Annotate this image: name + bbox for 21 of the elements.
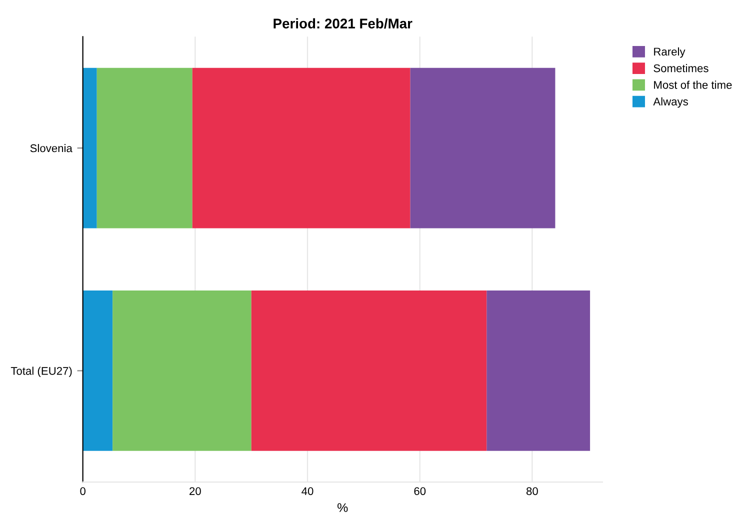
x-tick-label: 60 [414,487,426,496]
x-tick-label: 0 [80,487,86,496]
y-tick-label: Slovenia [30,144,72,152]
legend-label: Most of the time [654,80,732,89]
bar [112,290,252,451]
x-tick-label: 40 [302,487,314,496]
x-tick-label: 20 [190,487,201,496]
bar [82,68,97,228]
bar [96,68,192,228]
chart-title: Period: 2021 Feb/Mar [274,18,412,29]
bar [192,68,410,228]
legend-label: Sometimes [654,64,708,72]
bar [251,290,487,451]
bar [486,290,590,451]
x-tick-label: 80 [526,487,538,496]
legend-label: Rarely [654,47,686,58]
bar [82,290,113,451]
y-tick-label: Total (EU27) [10,366,72,378]
legend-label: Always [653,97,688,108]
x-axis-title: % [338,503,348,512]
bar [410,68,556,228]
